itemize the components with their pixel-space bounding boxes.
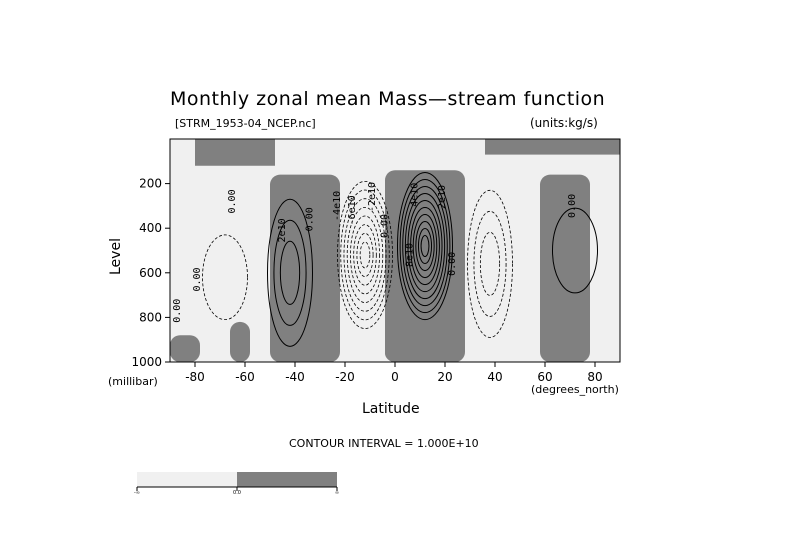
northern-hadley-cell-contour	[410, 206, 440, 286]
shade-northern-polar	[540, 174, 590, 362]
northern-hadley-cell-contour	[415, 221, 435, 272]
northern-hadley-cell-contour	[404, 192, 446, 300]
x-axis-label: Latitude	[362, 401, 420, 417]
colorbar-negative	[137, 472, 237, 487]
northern-hadley-cell-contour	[412, 214, 438, 279]
colorbar-label: ∞	[335, 490, 339, 496]
contour-label: -2e10	[367, 182, 378, 212]
northern-hadley-cell-contour	[399, 178, 451, 314]
southern-ferrel-cell-contour	[267, 198, 313, 347]
x-tick-label: 60	[537, 370, 552, 384]
contour-label: 0.00	[447, 252, 458, 276]
contour-label: 0.00	[192, 267, 203, 291]
shade-south-upper	[195, 139, 275, 166]
southern-hadley-cell-contour	[337, 180, 393, 329]
contour-label: 8e10	[405, 243, 416, 267]
shade-south-mid-surface	[230, 321, 250, 362]
contour-label: 2e10	[277, 218, 288, 242]
y-tick-label: 1000	[131, 355, 162, 369]
y-tick-label: 800	[139, 310, 162, 324]
contour-label: 0.00	[567, 194, 578, 218]
northern-hadley-cell-contour	[402, 185, 448, 307]
northern-polar-cell-contour	[552, 207, 598, 294]
units-label: (units:kg/s)	[530, 116, 598, 130]
contour-label: 0.00	[227, 189, 238, 213]
x-tick-label: 80	[587, 370, 602, 384]
colorbar-label: 0.0	[233, 490, 241, 496]
southern-polar-cell-contour	[202, 234, 248, 321]
contour-label: 0.00	[380, 214, 391, 238]
contour-label: -4e10	[332, 191, 343, 221]
contour-label: 0.00	[305, 207, 316, 231]
shade-southern-ferrel	[270, 174, 340, 362]
x-axis-units: (degrees_north)	[531, 383, 619, 396]
x-tick-label: -40	[285, 370, 305, 384]
x-tick-label: 20	[437, 370, 452, 384]
contour-label: -6e10	[347, 195, 358, 225]
colorbar: -∞ 0.0 ∞	[134, 472, 339, 496]
x-tick-label: -20	[335, 370, 355, 384]
northern-ferrel-cell-contour	[479, 231, 501, 296]
y-axis-label: Level	[108, 238, 124, 275]
northern-hadley-cell-contour	[407, 199, 443, 293]
contour-lines	[202, 171, 598, 347]
shade-north-upper	[485, 139, 620, 155]
southern-hadley-cell-contour	[343, 198, 387, 312]
y-tick-label: 600	[139, 266, 162, 280]
northern-ferrel-cell-contour	[473, 210, 507, 317]
contour-interval-text: CONTOUR INTERVAL = 1.000E+10	[289, 437, 479, 450]
file-label: [STRM_1953-04_NCEP.nc]	[175, 117, 316, 130]
shade-equator-surface	[385, 344, 410, 362]
southern-hadley-cell-contour	[340, 189, 390, 321]
contour-label: 4e10	[410, 183, 421, 207]
southern-hadley-cell-contour	[346, 206, 384, 303]
chart-title: Monthly zonal mean Mass—stream function	[170, 88, 606, 110]
contour-label: 0.00	[172, 299, 183, 323]
southern-hadley-cell-contour	[353, 224, 377, 286]
northern-hadley-cell-contour	[420, 235, 430, 258]
x-tick-label: -80	[185, 370, 205, 384]
southern-hadley-cell-contour	[359, 241, 371, 269]
shade-south-polar-surface	[170, 335, 200, 362]
colorbar-label: -∞	[134, 490, 140, 496]
colorbar-positive	[237, 472, 337, 487]
southern-hadley-cell-contour	[356, 232, 374, 278]
x-tick-label: 40	[487, 370, 502, 384]
x-tick-label: -60	[235, 370, 255, 384]
northern-hadley-cell-contour	[397, 171, 453, 321]
axes: -80 -60 -40 -20 0 20 40 60 80 200 400 600 800 1000	[131, 177, 602, 384]
southern-hadley-cell-contour	[350, 215, 380, 295]
x-tick-label: 0	[391, 370, 399, 384]
northern-ferrel-cell-contour	[467, 189, 513, 338]
southern-ferrel-cell-contour	[279, 240, 301, 305]
southern-ferrel-cell-contour	[273, 219, 307, 326]
contour-label: 2e10	[437, 185, 448, 209]
y-tick-label: 200	[139, 177, 162, 191]
y-axis-units: (millibar)	[108, 375, 158, 388]
y-tick-label: 400	[139, 221, 162, 235]
northern-hadley-cell-contour	[417, 228, 433, 265]
